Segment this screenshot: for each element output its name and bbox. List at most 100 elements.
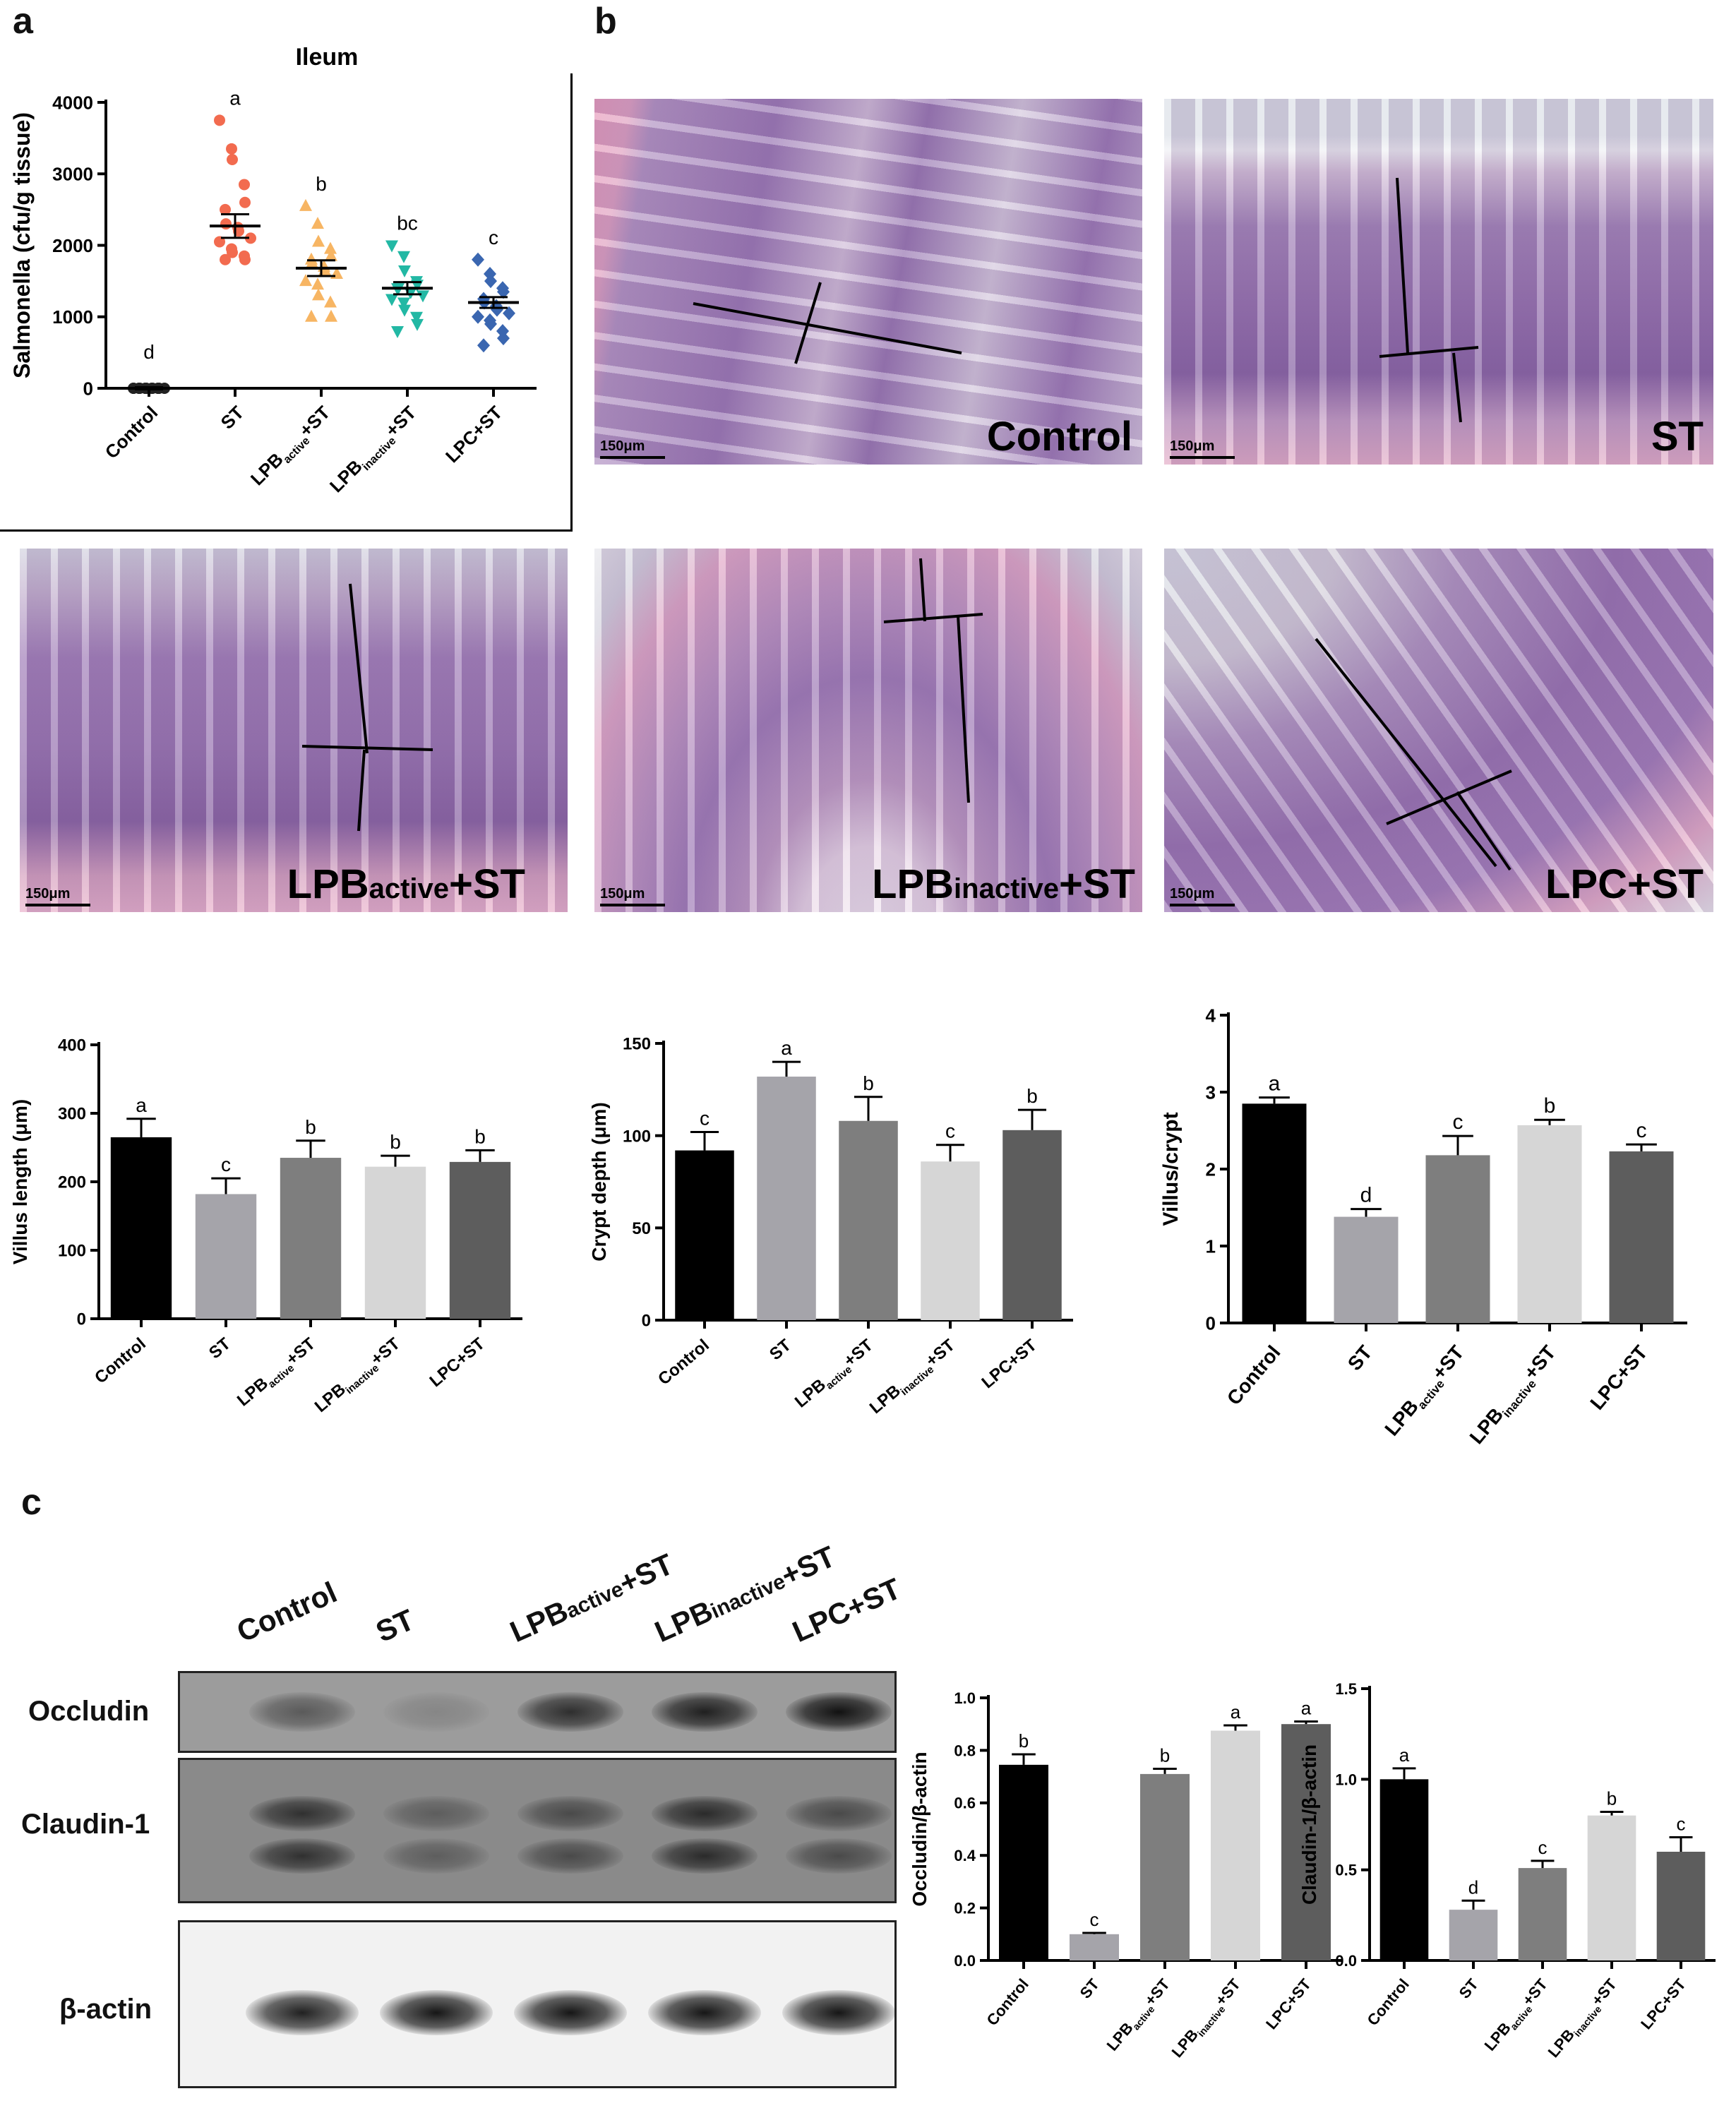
data-point [227, 154, 238, 165]
data-point [325, 309, 337, 322]
bar [921, 1161, 980, 1320]
blot-band [652, 1692, 758, 1732]
villi-texture [594, 99, 1142, 465]
x-tick-label: ST [205, 1334, 234, 1363]
measurement-overlay [883, 558, 983, 803]
scale-bar-label: 150μm [25, 886, 71, 902]
data-point [306, 256, 318, 268]
y-tick-label: 0 [83, 378, 93, 399]
significance-letter: a [1301, 1697, 1312, 1718]
x-tick-label-suffix: +ST [1519, 1341, 1560, 1384]
measurement-line [349, 583, 369, 754]
significance-letter: d [1468, 1876, 1478, 1898]
x-tick-label-sub: inactive [898, 1363, 936, 1398]
y-tick-label: 200 [58, 1173, 86, 1192]
scale-bar: 150μm [1170, 438, 1235, 459]
x-tick-label: Control [654, 1336, 713, 1389]
bar [195, 1194, 257, 1319]
significance-letter: c [1677, 1813, 1686, 1834]
measurement-line [357, 749, 366, 832]
claudin-chart: 0.0 0.5 1.0 1.5 Claudin-1/β-actin a Control d ST… [1299, 1680, 1716, 2061]
x-tick-label-suffix: +ST [1588, 1975, 1620, 2009]
bar [1070, 1934, 1119, 1960]
lane-main: Control [232, 1575, 342, 1649]
blot-band [383, 1796, 489, 1831]
villi-texture [20, 549, 568, 912]
x-tick-label-sub: inactive [1500, 1377, 1539, 1420]
data-point [472, 309, 484, 324]
blot-band [786, 1796, 892, 1831]
data-point [305, 309, 318, 322]
bar [999, 1764, 1048, 1960]
x-tick-label: LPBactive+ST [234, 1334, 321, 1413]
label-main: LPB [287, 861, 369, 907]
bar [1140, 1773, 1190, 1960]
bar [280, 1158, 342, 1319]
panel-letter-b: b [594, 1, 617, 42]
measurement-overlay [693, 282, 962, 364]
data-point [214, 236, 225, 248]
bar [1379, 1779, 1429, 1960]
measurement-line [1456, 791, 1511, 871]
y-tick-label: 0.4 [954, 1847, 976, 1864]
scale-bar: 150μm [600, 886, 665, 906]
significance-letter: c [1636, 1119, 1647, 1142]
bar [1609, 1151, 1674, 1323]
blot-strip [178, 1920, 897, 2088]
blot-strip [178, 1671, 897, 1753]
x-tick-label: ST [1456, 1975, 1483, 2002]
data-point [239, 196, 251, 208]
x-tick-label-main: LPC+ST [978, 1336, 1041, 1392]
scale-bar-line [25, 904, 90, 906]
y-tick-label: 100 [623, 1127, 651, 1146]
data-point [299, 274, 312, 287]
significance-letter: a [1231, 1701, 1241, 1723]
bar [1281, 1724, 1331, 1960]
scale-bar: 150μm [1170, 886, 1235, 906]
y-tick-label: 1 [1206, 1235, 1216, 1257]
y-tick-label: 3000 [52, 164, 93, 185]
x-tick-label-main: Control [91, 1334, 150, 1388]
significance-letter: b [1544, 1094, 1556, 1118]
scale-bar-line [600, 904, 665, 906]
bar [1334, 1216, 1399, 1323]
y-axis-label: Claudin-1/β-actin [1299, 1744, 1320, 1905]
blot-band [517, 1692, 623, 1732]
data-point [239, 253, 251, 265]
significance-letter: c [221, 1154, 231, 1175]
scale-bar-label: 150μm [1170, 438, 1215, 454]
y-tick-label: 300 [58, 1105, 86, 1124]
blot-band [786, 1838, 892, 1874]
y-tick-label: 0 [642, 1312, 651, 1331]
measurement-line [301, 745, 433, 751]
y-tick-label: 0.8 [954, 1742, 976, 1759]
bar [1211, 1730, 1260, 1960]
y-tick-label: 2 [1206, 1158, 1216, 1180]
x-tick-label-main: Control [1223, 1341, 1285, 1409]
x-tick-label: LPBinactive+ST [1168, 1975, 1247, 2063]
wb-lane-label: ST [371, 1603, 419, 1649]
bar [1449, 1910, 1498, 1960]
villus-crypt-chart: 0 1 2 3 4 Villus/crypt a Control d ST c LPBactive+S… [1159, 1005, 1687, 1448]
x-tick-label-main: ST [766, 1336, 795, 1365]
blot-band [246, 1989, 359, 2035]
x-tick-label-main: LPC+ST [1637, 1975, 1689, 2033]
significance-letter: a [1399, 1744, 1410, 1766]
panel-letter-c: c [21, 1482, 42, 1523]
data-point [397, 251, 410, 263]
x-tick-label-main: LPB [311, 1380, 349, 1417]
x-tick-label-main: ST [1456, 1975, 1483, 2002]
data-point [220, 253, 231, 265]
x-tick-label-main: LPC+ST [441, 402, 506, 467]
bar [675, 1150, 734, 1320]
y-tick-label: 3 [1206, 1082, 1216, 1103]
x-tick-label: Control [1363, 1975, 1412, 2029]
label-sub: active [369, 873, 449, 904]
y-tick-label: 0.0 [954, 1952, 976, 1970]
data-point [398, 304, 411, 317]
scale-bar: 150μm [600, 438, 665, 459]
blot-band [383, 1692, 489, 1732]
y-tick-label: 0 [77, 1310, 86, 1329]
y-tick-label: 100 [58, 1242, 86, 1261]
blot-band [648, 1989, 761, 2035]
